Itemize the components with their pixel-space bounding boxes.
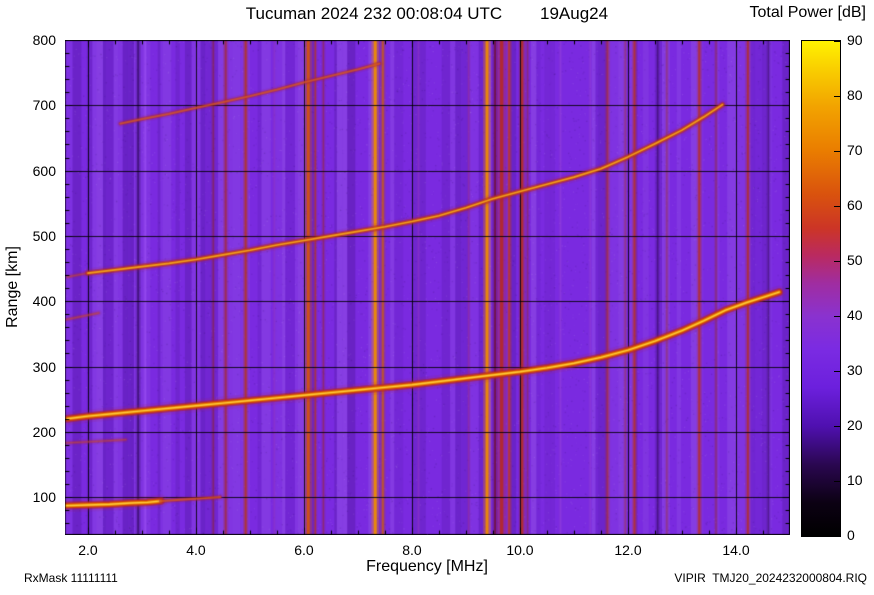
colorbar-tick-label: 60 (847, 197, 863, 213)
data-file-label: VIPIR TMJ20_2024232000804.RIQ (674, 571, 867, 585)
ionogram-heatmap (65, 40, 790, 535)
x-tick-label: 10.0 (506, 542, 534, 558)
y-tick-label: 300 (32, 358, 56, 375)
colorbar-tick (834, 206, 840, 207)
colorbar-tick-label: 30 (847, 362, 863, 378)
rx-mask-label: RxMask 11111111 (24, 571, 118, 585)
x-axis-label: Frequency [MHz] (366, 558, 488, 575)
x-tick-label: 6.0 (294, 542, 314, 558)
x-tick-label: 8.0 (402, 542, 422, 558)
colorbar-tick (834, 261, 840, 262)
x-tick-label: 2.0 (78, 542, 98, 558)
y-tick-label: 400 (32, 293, 56, 310)
colorbar (801, 40, 841, 537)
plot-date: 19Aug24 (540, 4, 609, 23)
y-tick-label: 100 (32, 489, 56, 506)
x-tick-label: 4.0 (186, 542, 206, 558)
colorbar-tick-label: 50 (847, 252, 863, 268)
colorbar-tick (834, 41, 840, 42)
colorbar-gradient (802, 41, 840, 536)
colorbar-tick (834, 316, 840, 317)
y-tick-label: 800 (32, 32, 56, 48)
colorbar-tick (834, 481, 840, 482)
plot-title: Tucuman 2024 232 00:08:04 UTC (245, 4, 503, 23)
x-tick-label: 14.0 (722, 542, 750, 558)
colorbar-tick-label: 90 (847, 32, 863, 48)
colorbar-tick-label: 20 (847, 417, 863, 433)
colorbar-title: Total Power [dB] (749, 4, 867, 21)
colorbar-tick-label: 10 (847, 472, 863, 488)
colorbar-tick-label: 40 (847, 307, 863, 323)
colorbar-tick (834, 534, 840, 535)
colorbar-tick (834, 371, 840, 372)
y-tick-label: 200 (32, 423, 56, 440)
y-tick-label: 500 (32, 227, 56, 244)
y-tick-label: 600 (32, 162, 56, 179)
colorbar-tick (834, 96, 840, 97)
y-axis-label: Range [km] (4, 246, 21, 328)
colorbar-tick (834, 426, 840, 427)
y-tick-label: 700 (32, 97, 56, 114)
colorbar-tick-label: 0 (847, 527, 855, 543)
x-tick-label: 12.0 (614, 542, 642, 558)
colorbar-tick (834, 151, 840, 152)
colorbar-tick-label: 80 (847, 87, 863, 103)
colorbar-tick-label: 70 (847, 142, 863, 158)
